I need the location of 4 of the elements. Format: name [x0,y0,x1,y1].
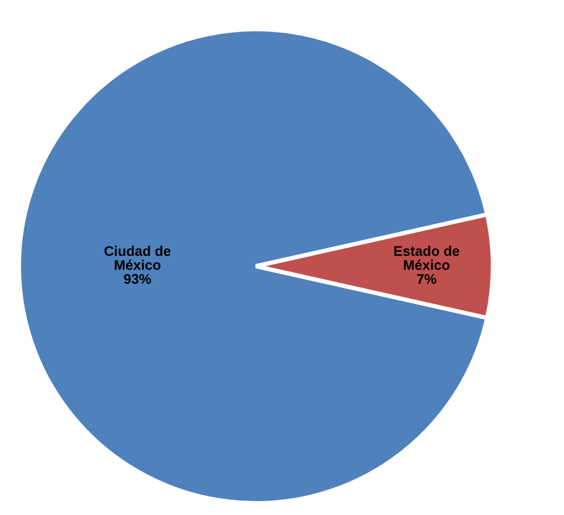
data-label: 7% [417,274,436,284]
slice-label: Estado de México [394,246,460,270]
slice-label: Ciudad de México [104,246,171,270]
data-label: 93% [124,274,151,284]
